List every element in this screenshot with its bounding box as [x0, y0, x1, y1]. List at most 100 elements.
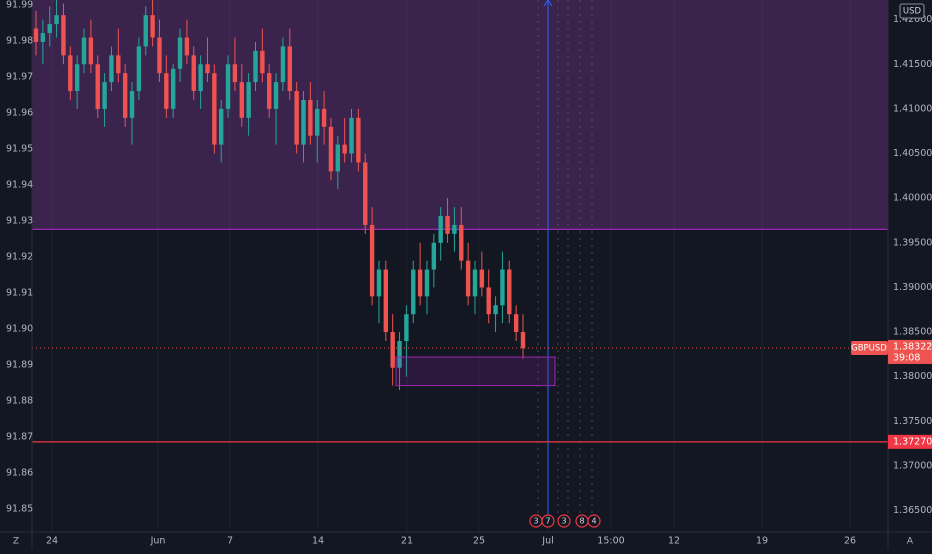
candle-body[interactable]: [273, 82, 279, 109]
candle-body[interactable]: [369, 224, 375, 297]
candle-body[interactable]: [150, 15, 155, 38]
candle-body[interactable]: [40, 33, 46, 42]
candle-body[interactable]: [232, 64, 238, 83]
candle-body[interactable]: [54, 15, 59, 25]
candle-body[interactable]: [95, 64, 100, 109]
symbol-tag[interactable]: [851, 340, 888, 355]
candle-body[interactable]: [465, 260, 471, 297]
time-axis-tick-label: 21: [401, 536, 413, 547]
candle-body[interactable]: [61, 15, 66, 56]
candle-body[interactable]: [81, 37, 87, 65]
candle-body[interactable]: [267, 73, 272, 109]
event-marker[interactable]: 3: [557, 514, 571, 528]
candle-body[interactable]: [342, 144, 347, 154]
candle-body[interactable]: [363, 162, 368, 225]
candle-body[interactable]: [143, 15, 148, 47]
right-axis-tick-label: 1.41000: [893, 103, 932, 114]
candle-body[interactable]: [170, 68, 176, 109]
axis-mode-left-button[interactable]: Z: [13, 537, 19, 547]
event-marker-label: 3: [533, 517, 538, 526]
left-axis[interactable]: 91.99 91.98 91.97 91.96 91.95 91.94 91.93 91.92…: [6, 0, 33, 550]
time-axis[interactable]: 24 Jun 7 14 21 25 Jul 15:00 12 19 26 Z A: [0, 531, 932, 547]
candle-layer: [33, 0, 526, 391]
candle-body[interactable]: [472, 269, 478, 297]
candle-body[interactable]: [301, 99, 306, 145]
candle-body[interactable]: [486, 287, 491, 315]
candle-body[interactable]: [417, 269, 423, 297]
currency-badge[interactable]: [899, 3, 925, 19]
candle-body[interactable]: [164, 73, 169, 109]
candle-body[interactable]: [68, 55, 73, 92]
candle-body[interactable]: [479, 269, 485, 288]
candle-body[interactable]: [438, 216, 443, 243]
candle-body[interactable]: [308, 99, 313, 136]
candle-body[interactable]: [507, 269, 512, 315]
candle-body[interactable]: [218, 108, 224, 145]
left-axis-tick-label: 91.98: [6, 36, 33, 47]
candle-body[interactable]: [33, 28, 39, 42]
event-marker-label: 7: [545, 517, 550, 526]
candle-body[interactable]: [47, 24, 52, 34]
candle-body[interactable]: [177, 37, 183, 69]
event-marker[interactable]: 7: [541, 514, 555, 528]
candle-body[interactable]: [459, 224, 464, 261]
event-marker[interactable]: 3: [529, 514, 543, 528]
candle-body[interactable]: [129, 91, 135, 118]
candle-body[interactable]: [520, 332, 526, 349]
candle-body[interactable]: [205, 64, 210, 74]
candle-body[interactable]: [122, 73, 128, 118]
candle-body[interactable]: [239, 82, 244, 118]
candle-body[interactable]: [315, 108, 320, 136]
candle-body[interactable]: [136, 46, 142, 92]
candle-body[interactable]: [431, 242, 437, 270]
candle-body[interactable]: [356, 117, 361, 163]
candle-body[interactable]: [260, 50, 265, 74]
vertical-marker-arrow-icon: [543, 0, 553, 7]
candle-body[interactable]: [88, 37, 94, 65]
candle-body[interactable]: [445, 216, 450, 234]
candle-body[interactable]: [74, 64, 80, 92]
candle-body[interactable]: [397, 340, 402, 368]
candle-body[interactable]: [246, 82, 251, 118]
candle-body[interactable]: [513, 314, 519, 333]
candle-body[interactable]: [328, 126, 334, 172]
event-marker[interactable]: 4: [587, 514, 601, 528]
candle-body[interactable]: [116, 55, 121, 74]
candle-body[interactable]: [500, 269, 505, 306]
left-axis-tick-label: 91.86: [6, 468, 33, 479]
candle-body[interactable]: [383, 269, 389, 333]
candle-body[interactable]: [294, 91, 299, 145]
candle-body[interactable]: [404, 314, 409, 341]
event-marker[interactable]: 8: [575, 514, 589, 528]
candle-body[interactable]: [212, 73, 217, 145]
candle-body[interactable]: [102, 82, 107, 109]
last-price-tag[interactable]: [888, 339, 932, 364]
candle-body[interactable]: [390, 332, 395, 368]
auto-scale-button[interactable]: A: [907, 537, 914, 547]
candle-body[interactable]: [376, 269, 382, 297]
right-axis[interactable]: 1.42000 1.41500 1.41000 1.40500 1.40000 1.395…: [851, 0, 932, 550]
candle-body[interactable]: [225, 64, 231, 109]
time-axis-tick-label: 14: [312, 536, 324, 547]
candle-body[interactable]: [109, 55, 114, 83]
candle-body[interactable]: [424, 269, 430, 297]
candle-body[interactable]: [493, 305, 498, 315]
event-marker-label: 4: [591, 517, 596, 526]
candle-body[interactable]: [280, 46, 286, 83]
bar-countdown-label: 39:08: [893, 352, 920, 363]
candle-body[interactable]: [253, 50, 258, 83]
candle-body[interactable]: [157, 37, 162, 74]
candle-body[interactable]: [349, 117, 354, 154]
candle-body[interactable]: [411, 269, 416, 315]
candle-body[interactable]: [452, 224, 457, 234]
candle-body[interactable]: [335, 144, 341, 172]
candle-body[interactable]: [191, 55, 196, 92]
resistance-zone[interactable]: [32, 0, 888, 230]
candle-body[interactable]: [321, 108, 327, 127]
demand-zone-box[interactable]: [395, 356, 556, 387]
candle-body[interactable]: [198, 64, 203, 92]
candle-body[interactable]: [184, 37, 190, 56]
support-price-tag[interactable]: [888, 434, 932, 449]
candle-body[interactable]: [287, 46, 292, 92]
